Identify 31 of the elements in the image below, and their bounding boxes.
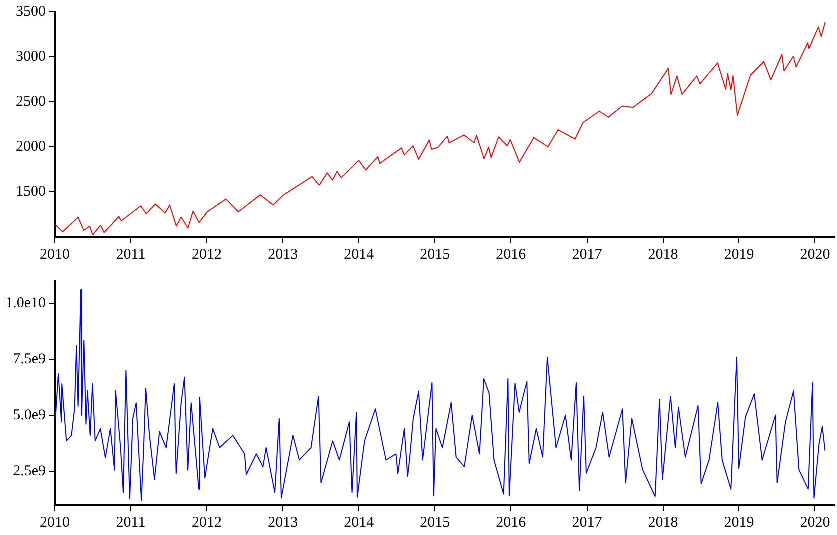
x-tick-label: 2013: [268, 514, 298, 531]
x-tick-label: 2016: [496, 514, 527, 531]
x-tick-label: 2010: [40, 514, 70, 531]
y-tick-label: 5.0e9: [13, 407, 46, 424]
x-tick-label: 2017: [572, 246, 603, 263]
x-tick-label: 2013: [268, 246, 298, 263]
x-tick-label: 2012: [192, 246, 222, 263]
y-tick-label: 1.0e10: [6, 295, 46, 312]
x-tick-label: 2014: [344, 514, 375, 531]
x-tick-label: 2011: [116, 246, 146, 263]
y-tick-label: 1500: [16, 184, 46, 200]
x-tick-label: 2012: [192, 514, 222, 531]
y-tick-label: 3000: [16, 48, 46, 65]
x-tick-label: 2015: [420, 246, 450, 263]
x-tick-label: 2016: [496, 246, 527, 263]
x-tick-label: 2010: [40, 246, 70, 263]
y-tick-label: 7.5e9: [13, 351, 46, 368]
x-tick-label: 2011: [116, 514, 146, 531]
x-tick-label: 2019: [724, 514, 754, 531]
y-tick-label: 3500: [16, 4, 46, 20]
y-tick-label: 2500: [16, 94, 46, 110]
x-tick-label: 2020: [800, 246, 830, 263]
y-tick-label: 2.5e9: [13, 463, 46, 480]
x-tick-label: 2019: [724, 246, 754, 263]
x-tick-label: 2014: [344, 246, 375, 263]
x-tick-label: 2018: [648, 246, 678, 263]
x-tick-label: 2020: [800, 514, 830, 531]
x-tick-label: 2015: [420, 514, 450, 531]
x-tick-label: 2017: [572, 514, 603, 531]
x-tick-label: 2018: [648, 514, 678, 531]
y-tick-label: 2000: [16, 138, 46, 155]
